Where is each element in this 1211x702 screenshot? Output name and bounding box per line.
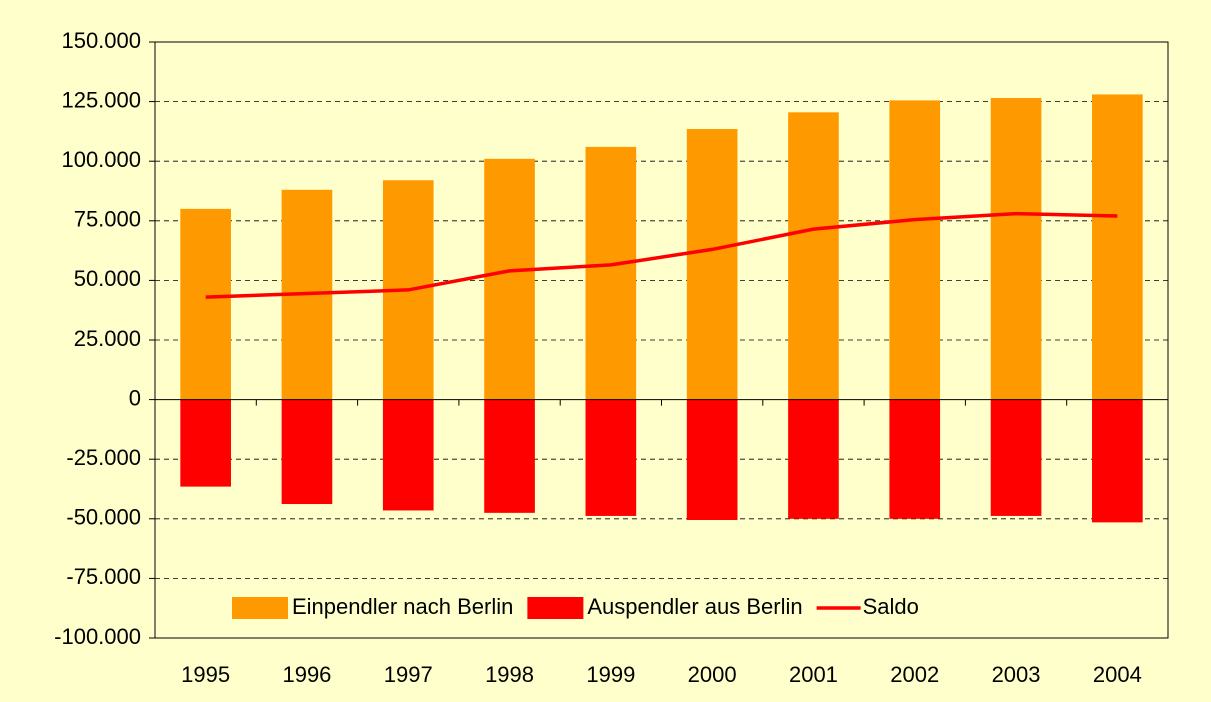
bar — [1092, 399, 1143, 523]
bar — [180, 399, 231, 487]
bar — [686, 129, 738, 400]
bar — [382, 399, 434, 511]
x-tick-label: 2000 — [688, 662, 737, 687]
y-tick-label: 100.000 — [61, 147, 141, 172]
legend-background — [225, 590, 1125, 626]
x-tick-label: 1995 — [181, 662, 230, 687]
bar — [1092, 94, 1143, 400]
bar — [990, 399, 1042, 516]
legend-label: Saldo — [863, 594, 919, 619]
line-series — [205, 211, 1118, 299]
bar — [281, 399, 333, 505]
x-tick-label: 2001 — [789, 662, 838, 687]
x-tick-label: 1998 — [485, 662, 534, 687]
y-tick-label: 125.000 — [61, 87, 141, 112]
x-tick-label: 1999 — [586, 662, 635, 687]
y-tick-label: -25.000 — [66, 445, 141, 470]
bar — [788, 399, 839, 519]
bar — [889, 100, 941, 400]
y-tick-label: 150.000 — [61, 28, 141, 53]
legend-label: Auspendler aus Berlin — [587, 594, 802, 619]
bar — [585, 146, 637, 400]
y-tick-label: 50.000 — [74, 266, 141, 291]
legend-label: Einpendler nach Berlin — [292, 594, 513, 619]
bar — [585, 399, 637, 516]
bar — [484, 158, 535, 400]
y-tick-label: 25.000 — [74, 326, 141, 351]
bar — [990, 98, 1042, 400]
legend-swatch — [232, 597, 288, 619]
legend-swatch — [527, 597, 584, 619]
y-tick-label: -50.000 — [66, 505, 141, 530]
bar — [484, 399, 535, 513]
y-tick-label: 0 — [129, 385, 141, 410]
x-tick-label: 2002 — [890, 662, 939, 687]
y-tick-label: -75.000 — [66, 564, 141, 589]
bar — [788, 112, 839, 400]
bar — [180, 208, 231, 400]
plot-border — [154, 41, 1169, 639]
x-tick-label: 1996 — [282, 662, 331, 687]
x-tick-label: 1997 — [384, 662, 433, 687]
x-tick-label: 2003 — [992, 662, 1041, 687]
x-tick-label: 2004 — [1093, 662, 1142, 687]
bar — [686, 399, 738, 520]
y-tick-label: 75.000 — [74, 207, 141, 232]
y-tick-label: -100.000 — [54, 624, 141, 649]
bar — [889, 399, 941, 519]
